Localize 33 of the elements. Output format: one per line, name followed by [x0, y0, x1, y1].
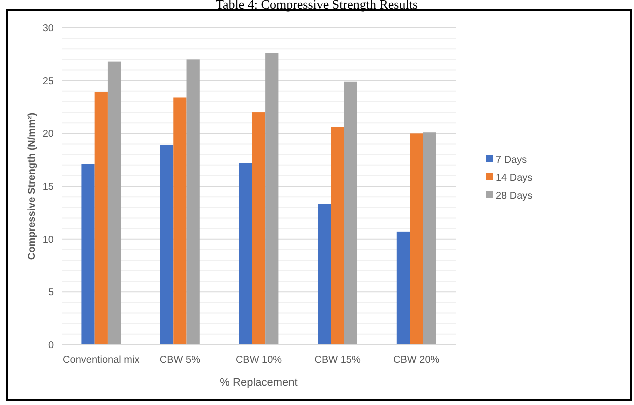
y-axis-title: Compressive Strength (N/mm²) [27, 112, 38, 260]
bar [318, 204, 332, 345]
y-tick-label: 10 [42, 234, 54, 246]
legend-label: 7 Days [496, 155, 528, 166]
legend-label: 28 Days [496, 191, 533, 202]
x-tick-label: CBW 20% [394, 355, 440, 366]
bar [410, 134, 424, 345]
bar [396, 232, 410, 345]
bar [174, 98, 187, 345]
bar [331, 127, 344, 345]
chart-title: Table 4: Compressive Strength Results [216, 0, 418, 12]
bar [266, 53, 279, 345]
x-tick-label: Conventional mix [63, 355, 140, 366]
bar [423, 132, 436, 345]
y-tick-label: 30 [42, 24, 54, 34]
bar [108, 62, 122, 345]
x-tick-label: CBW 10% [236, 355, 282, 366]
y-tick-label: 20 [42, 129, 54, 140]
y-tick-label: 0 [48, 340, 54, 352]
bar [239, 163, 252, 345]
y-tick-label: 25 [42, 76, 54, 88]
bar [160, 145, 174, 345]
legend-label: 14 Days [496, 173, 533, 184]
y-tick-label: 5 [48, 288, 54, 299]
bar [94, 92, 108, 345]
bar [344, 82, 358, 345]
x-tick-label: CBW 15% [314, 355, 361, 366]
x-axis-title: % Replacement [220, 377, 298, 389]
bar [252, 112, 266, 345]
bar [186, 60, 200, 345]
x-tick-label: CBW 5% [160, 355, 201, 366]
bar [82, 164, 95, 345]
y-tick-label: 15 [42, 182, 54, 193]
